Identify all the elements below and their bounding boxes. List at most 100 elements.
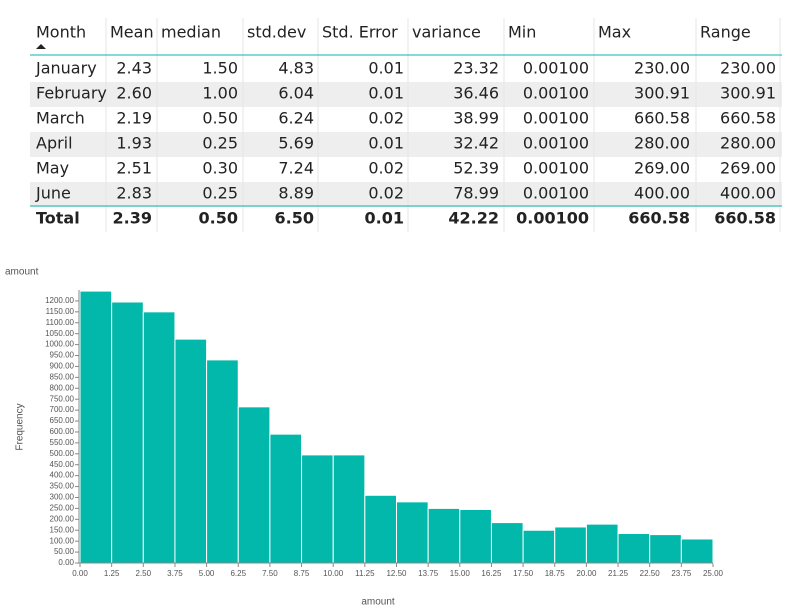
x-axis-label: amount [361, 597, 395, 608]
cell: 2.39 [113, 209, 152, 228]
cell: 4.83 [278, 59, 314, 78]
y-tick-label: 650.00 [50, 416, 75, 425]
cell: 52.39 [453, 159, 499, 178]
bar [396, 501, 429, 564]
y-tick-label: 1000.00 [45, 340, 74, 349]
y-tick-label: 400.00 [50, 471, 75, 480]
cell: 280.00 [720, 134, 776, 153]
cell: 0.01 [365, 209, 404, 228]
cell: 0.02 [368, 159, 404, 178]
cell: April [36, 134, 73, 153]
bar [332, 454, 366, 564]
bar [206, 359, 239, 564]
cell: 2.51 [116, 159, 152, 178]
x-tick-label: 20.00 [576, 569, 597, 578]
y-tick-label: 1150.00 [46, 307, 75, 316]
cell: 42.22 [448, 209, 499, 228]
x-tick-label: 18.75 [545, 569, 566, 578]
bar [269, 433, 303, 564]
cell: 0.01 [368, 134, 404, 153]
bar [174, 338, 208, 564]
y-tick-label: 700.00 [50, 405, 75, 414]
y-tick-label: 1050.00 [45, 329, 74, 338]
cell: 300.91 [634, 84, 690, 103]
y-tick-label: 100.00 [50, 536, 75, 545]
bar [680, 538, 714, 564]
cell: 78.99 [453, 184, 499, 203]
x-tick-label: 25.00 [703, 569, 724, 578]
y-tick-label: 500.00 [50, 449, 75, 458]
cell: 0.00100 [523, 109, 589, 128]
cell: 230.00 [634, 59, 690, 78]
cell: 230.00 [720, 59, 776, 78]
cell: 6.50 [275, 209, 314, 228]
y-tick-label: 300.00 [50, 493, 75, 502]
column-header: Mean [110, 23, 154, 42]
y-tick-label: 750.00 [50, 394, 75, 403]
cell: 660.58 [634, 109, 690, 128]
x-tick-label: 1.25 [104, 569, 120, 578]
cell: June [35, 184, 71, 203]
cell: February [36, 84, 107, 103]
y-tick-label: 800.00 [50, 383, 75, 392]
cell: 0.50 [202, 109, 238, 128]
chart-title: amount [5, 267, 39, 278]
cell: 1.00 [202, 84, 238, 103]
cell: 32.42 [453, 134, 499, 153]
x-tick-label: 2.50 [136, 569, 152, 578]
cell: 2.19 [116, 109, 152, 128]
y-tick-label: 0.00 [58, 558, 74, 567]
cell: 2.83 [116, 184, 152, 203]
x-tick-label: 23.75 [671, 569, 692, 578]
cell: January [35, 59, 97, 78]
bar [617, 533, 651, 564]
x-tick-label: 0.00 [72, 569, 88, 578]
bar [301, 454, 334, 564]
bar [111, 301, 144, 564]
cell: 0.01 [368, 84, 404, 103]
bar [585, 523, 619, 564]
cell: May [36, 159, 69, 178]
bar [490, 522, 524, 564]
y-tick-label: 200.00 [50, 514, 75, 523]
column-header: Min [508, 23, 536, 42]
cell: 400.00 [634, 184, 690, 203]
bar [142, 311, 176, 564]
cell: 0.25 [202, 184, 238, 203]
x-tick-label: 5.00 [199, 569, 215, 578]
y-tick-label: 250.00 [50, 504, 75, 513]
column-header: Max [598, 23, 631, 42]
y-tick-label: 50.00 [54, 547, 75, 556]
y-tick-label: 1100.00 [46, 318, 75, 327]
column-header: variance [412, 23, 481, 42]
x-tick-label: 16.25 [481, 569, 502, 578]
cell: 0.00100 [523, 134, 589, 153]
bar [649, 534, 682, 564]
cell: 0.02 [368, 184, 404, 203]
bar [427, 507, 461, 564]
y-tick-label: 950.00 [50, 351, 75, 360]
cell: 6.04 [278, 84, 314, 103]
cell: 0.00100 [523, 59, 589, 78]
column-header: Range [700, 23, 751, 42]
y-tick-label: 350.00 [50, 482, 75, 491]
cell: 8.89 [278, 184, 314, 203]
cell: 0.25 [202, 134, 238, 153]
cell: 2.43 [116, 59, 152, 78]
y-tick-label: 1200.00 [45, 296, 74, 305]
bar [554, 526, 587, 564]
bar [237, 406, 271, 564]
cell: 269.00 [634, 159, 690, 178]
cell: 0.02 [368, 109, 404, 128]
x-tick-label: 7.50 [262, 569, 278, 578]
x-tick-label: 13.75 [418, 569, 439, 578]
row-band [30, 132, 782, 157]
x-tick-label: 22.50 [640, 569, 661, 578]
x-tick-label: 10.00 [323, 569, 344, 578]
column-header: Month [36, 23, 86, 42]
sort-arrow [36, 44, 46, 49]
cell: 300.91 [720, 84, 776, 103]
cell: 36.46 [453, 84, 499, 103]
y-tick-label: 600.00 [50, 427, 75, 436]
cell: 269.00 [720, 159, 776, 178]
